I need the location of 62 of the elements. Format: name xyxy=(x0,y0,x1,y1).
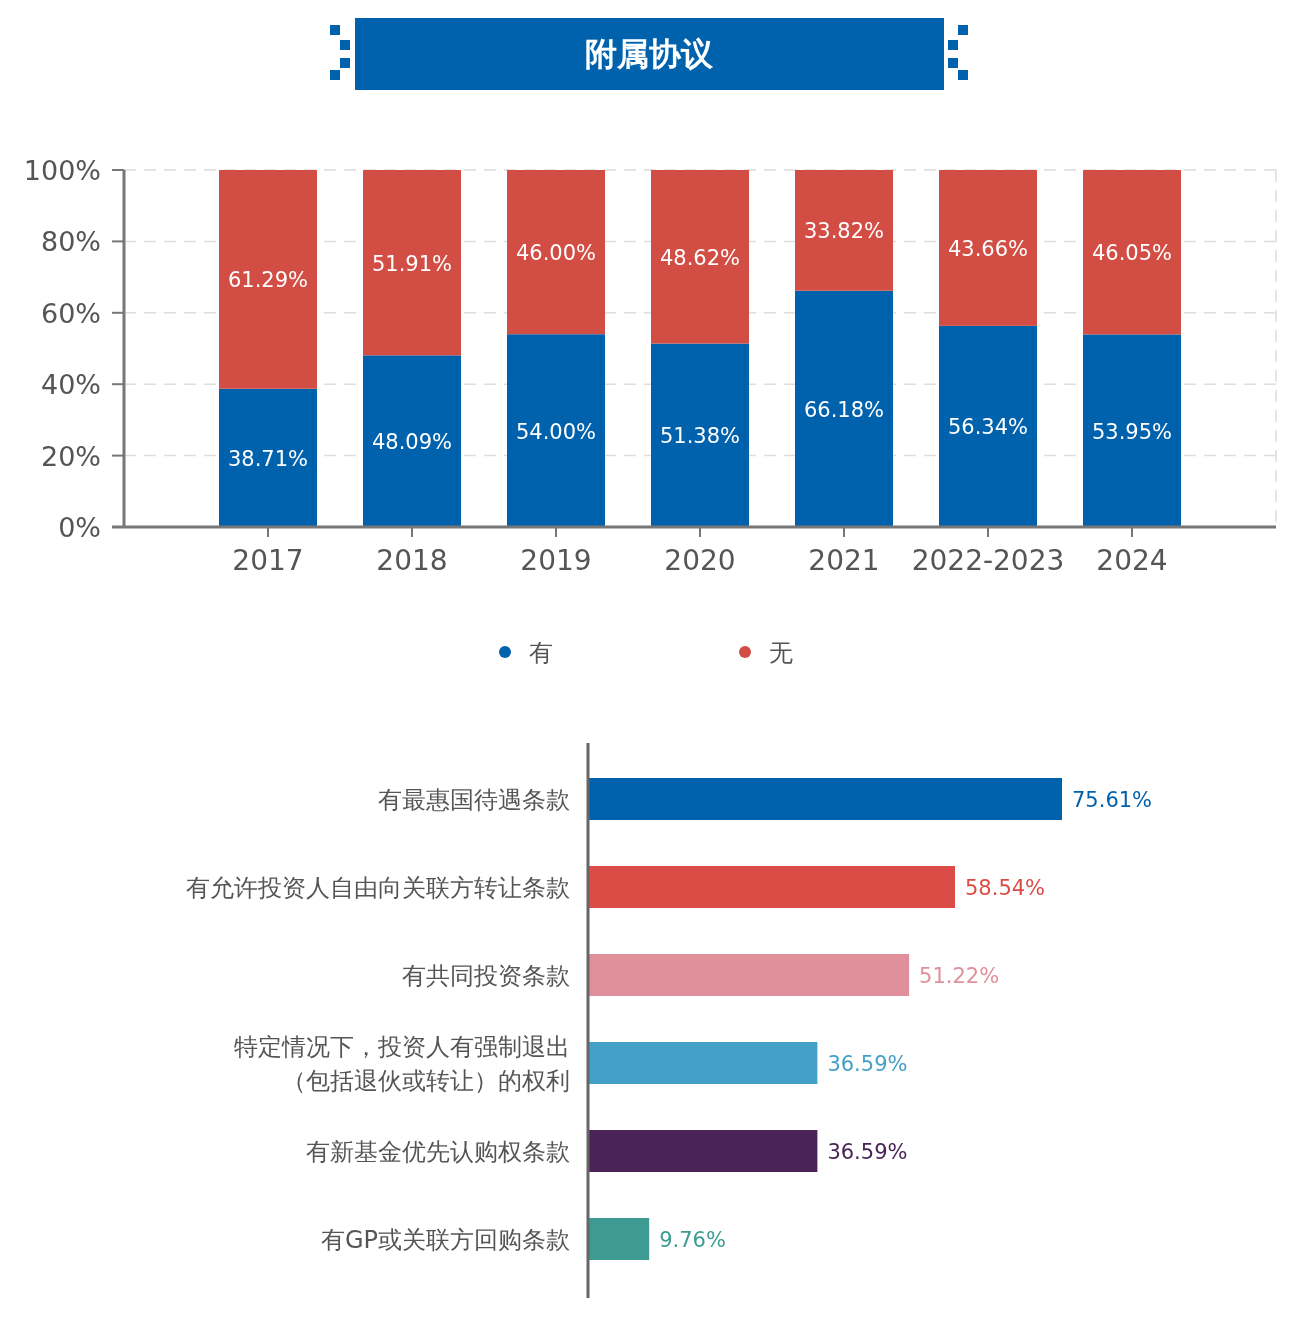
data-label: 46.05% xyxy=(1091,241,1173,266)
data-label: 9.76% xyxy=(659,1228,726,1252)
bar xyxy=(588,1130,818,1172)
x-tick-label: 2018 xyxy=(376,544,448,577)
data-label: 58.54% xyxy=(964,876,1046,900)
bar xyxy=(363,170,461,356)
y-tick-label: 有最惠国待遇条款 xyxy=(378,786,570,814)
y-tick-label: 60% xyxy=(40,297,101,329)
bar xyxy=(939,170,1037,326)
bar xyxy=(588,954,910,996)
bar xyxy=(588,1218,650,1260)
y-tick-label: 有共同投资条款 xyxy=(402,962,570,990)
legend-label: 有 xyxy=(529,639,553,667)
data-label: 38.71% xyxy=(227,446,309,471)
y-tick-label: 有新基金优先认购权条款 xyxy=(306,1138,570,1166)
bar xyxy=(651,343,749,527)
bar xyxy=(588,866,955,908)
y-tick-label: 80% xyxy=(40,226,101,258)
bar xyxy=(219,388,317,527)
data-label: 75.61% xyxy=(1072,788,1153,812)
bar xyxy=(507,170,605,335)
data-label: 51.22% xyxy=(919,964,1000,988)
y-tick-label: 0% xyxy=(58,512,101,543)
bar xyxy=(795,170,893,291)
data-label: 46.00% xyxy=(515,241,597,266)
y-tick-label: 特定情况下，投资人有强制退出（包括退伙或转让）的权利 xyxy=(234,1033,570,1095)
chart-title: 附属协议 xyxy=(585,35,714,73)
bar xyxy=(939,325,1037,527)
data-label: 36.59% xyxy=(827,1140,908,1164)
data-label: 48.62% xyxy=(659,245,741,270)
y-tick-label: 40% xyxy=(40,369,101,401)
bar xyxy=(507,334,605,527)
legend-label: 无 xyxy=(769,639,793,667)
bar xyxy=(795,290,893,527)
data-label: 43.66% xyxy=(947,236,1029,261)
bar xyxy=(651,170,749,344)
data-label: 61.29% xyxy=(227,268,309,293)
data-label: 36.59% xyxy=(827,1052,908,1076)
x-tick-label: 2024 xyxy=(1096,544,1168,577)
x-tick-label: 2022-2023 xyxy=(911,544,1065,577)
bar xyxy=(588,778,1062,820)
y-tick-label: 100% xyxy=(23,155,101,186)
x-tick-label: 2021 xyxy=(808,544,880,577)
data-label: 56.34% xyxy=(947,415,1029,440)
y-tick-label: 20% xyxy=(40,440,101,472)
data-label: 51.38% xyxy=(659,424,741,449)
data-label: 54.00% xyxy=(515,419,597,444)
x-tick-label: 2019 xyxy=(520,544,592,577)
y-tick-label: 有允许投资人自由向关联方转让条款 xyxy=(186,874,570,902)
bar xyxy=(1083,170,1181,335)
data-label: 53.95% xyxy=(1091,419,1173,444)
bar xyxy=(1083,334,1181,527)
data-label: 66.18% xyxy=(803,397,885,422)
data-label: 51.91% xyxy=(371,251,453,276)
data-label: 48.09% xyxy=(371,430,453,455)
bar xyxy=(363,355,461,527)
y-tick-label: 有GP或关联方回购条款 xyxy=(320,1226,570,1254)
x-tick-label: 2017 xyxy=(232,544,304,577)
x-tick-label: 2020 xyxy=(664,544,736,577)
bar xyxy=(588,1042,818,1084)
data-label: 33.82% xyxy=(803,219,885,244)
bar xyxy=(219,170,317,389)
